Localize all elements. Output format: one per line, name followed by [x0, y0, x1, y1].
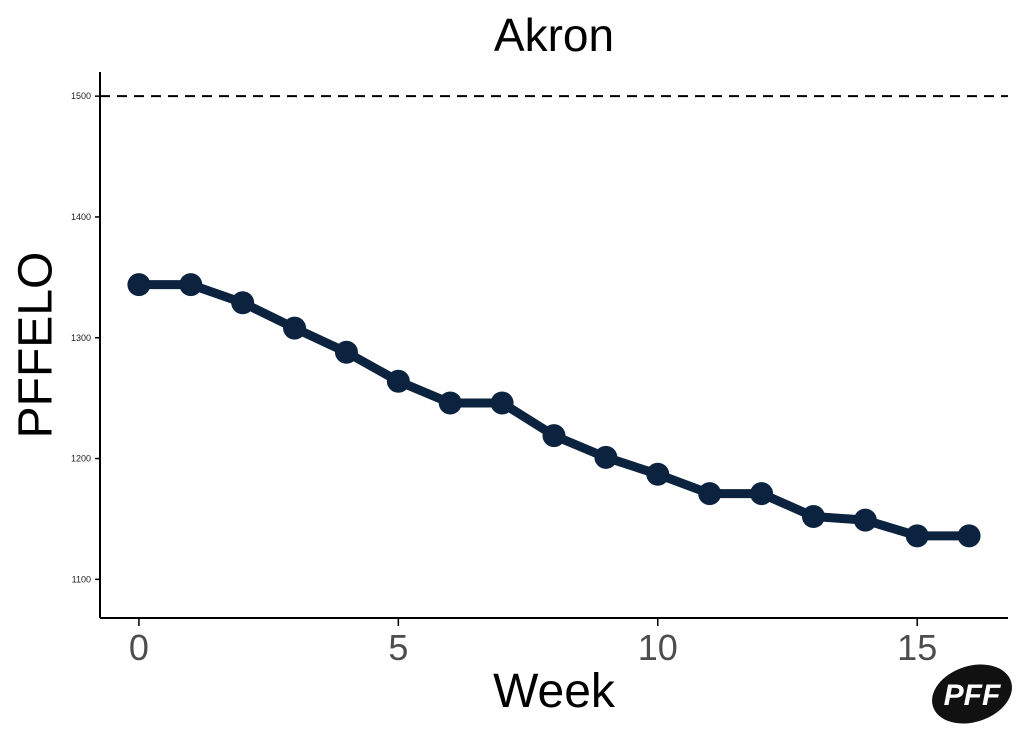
x-tick-label: 10 — [638, 627, 678, 668]
chart-title: Akron — [493, 9, 615, 61]
y-tick-label: 1200 — [71, 454, 91, 464]
data-point — [490, 391, 514, 415]
data-point — [853, 508, 877, 532]
y-tick-label: 1100 — [72, 574, 91, 584]
x-tick-label: 15 — [897, 627, 937, 668]
svg-text:PFF: PFF — [944, 679, 1001, 712]
y-tick-label: 1300 — [71, 333, 91, 343]
series-line — [134, 280, 974, 541]
data-point — [334, 340, 358, 364]
data-point — [646, 462, 670, 486]
x-axis-title: Week — [493, 665, 615, 718]
data-point — [179, 273, 203, 297]
pff-logo: PFF — [932, 664, 1012, 724]
data-point — [231, 291, 255, 315]
y-tick-label: 1500 — [71, 91, 91, 101]
data-point — [698, 482, 722, 506]
data-point — [127, 273, 151, 297]
data-point — [905, 524, 929, 548]
y-tick-label: 1400 — [71, 212, 91, 222]
data-point — [801, 505, 825, 529]
data-point — [386, 369, 410, 393]
y-axis-title: PFFELO — [9, 251, 63, 439]
data-point — [750, 482, 774, 506]
data-point — [283, 316, 307, 340]
data-point — [438, 391, 462, 415]
x-tick-label: 5 — [388, 627, 408, 668]
x-tick-label: 0 — [129, 627, 149, 668]
data-point — [542, 424, 566, 448]
data-point — [594, 445, 618, 469]
data-point — [957, 524, 981, 548]
